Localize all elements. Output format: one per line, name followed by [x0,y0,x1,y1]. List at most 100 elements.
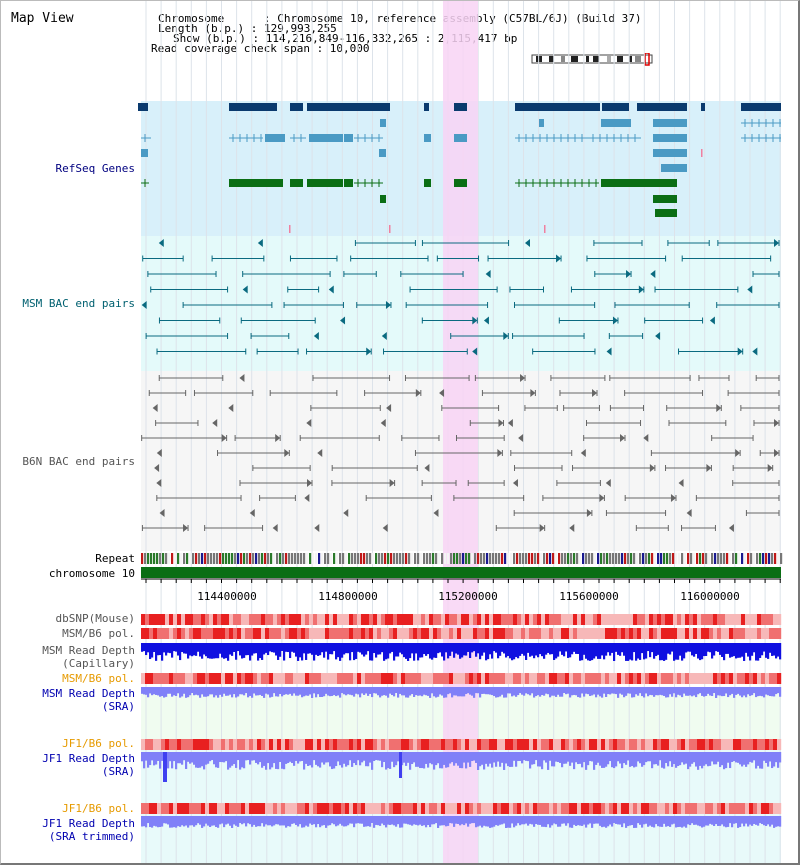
depth-bar [217,643,220,659]
jf1-depth-sra-bars[interactable] [141,752,782,782]
depth-bar [171,687,174,697]
repeat-block [735,553,738,564]
depth-bar [473,816,476,824]
depth-bar [301,752,304,761]
repeat-block [309,553,312,564]
depth-bar [309,752,312,766]
msm-depth-capillary-label-2: (Capillary) [62,657,135,670]
msm-b6-pol-2-heatmap[interactable] [141,673,782,684]
heatmap-cell [673,614,678,625]
depth-bar [453,687,456,696]
depth-bar [737,752,740,763]
depth-bar [547,752,550,770]
depth-bar [161,752,164,761]
heatmap-cell [321,628,326,639]
depth-bar [457,816,460,824]
heatmap-cell [417,803,422,814]
heatmap-cell [141,614,146,625]
heatmap-cell [413,673,418,684]
b6n-bac-end-pairs-track[interactable] [141,374,780,532]
depth-bar [199,752,202,768]
repeat-block [384,553,387,564]
heatmap-cell [341,739,346,750]
heatmap-cell [589,628,594,639]
heatmap-cell [677,803,682,814]
heatmap-cell [749,628,754,639]
repeat-block [594,553,597,564]
chromosome-bar[interactable] [141,567,781,578]
heatmap-cell [249,803,254,814]
heatmap-cell [265,628,270,639]
heatmap-cell [145,614,150,625]
heatmap-cell [657,614,662,625]
heatmap-cell [613,614,618,625]
heatmap-cell [281,673,286,684]
depth-bar [725,752,728,769]
bac-arrow [556,254,562,263]
msm-bac-end-pairs-track[interactable] [141,239,780,356]
depth-bar [179,687,182,698]
jf1-depth-trimmed-label-1: JF1 Read Depth [42,817,135,830]
depth-bar [387,687,390,698]
heatmap-cell [681,739,686,750]
depth-bar [435,752,438,766]
depth-bar [653,752,656,765]
msm-depth-sra-bars[interactable] [141,687,782,698]
depth-bar [737,643,740,658]
heatmap-cell [729,614,734,625]
depth-bar [551,687,554,696]
depth-bar [233,752,236,765]
repeat-block [558,553,561,564]
msm-depth-capillary-bars[interactable] [141,643,782,661]
repeat-block [453,553,456,564]
depth-bar [499,752,502,767]
depth-bar [695,752,698,767]
refseq-genes-track[interactable] [138,103,781,233]
depth-bar [761,816,764,825]
heatmap-cell [141,739,146,750]
jf1-depth-trimmed-bars[interactable] [141,816,782,828]
depth-bar [167,643,170,653]
bac-arrow [239,374,245,382]
heatmap-cell [221,628,226,639]
msm-b6-pol-heatmap[interactable] [141,628,782,639]
heatmap-cell [549,673,554,684]
repeat-block [540,553,543,564]
depth-bar [505,687,508,698]
heatmap-cell [481,673,486,684]
heatmap-cell [313,673,318,684]
heatmap-cell [285,673,290,684]
heatmap-cell [569,628,574,639]
depth-bar [717,752,720,762]
heatmap-cell [733,614,738,625]
depth-bar [601,687,604,698]
repeat-track[interactable] [141,553,783,564]
jf1-b6-pol-heatmap[interactable] [141,739,782,750]
depth-bar [757,752,760,766]
depth-bar [425,816,428,828]
depth-bar [575,643,578,654]
heatmap-cell [761,614,766,625]
jf1-b6-pol-2-heatmap[interactable] [141,803,782,814]
depth-bar [751,687,754,696]
heatmap-cell [729,673,734,684]
bac-arrow [728,524,734,532]
heatmap-cell [685,739,690,750]
depth-bar [467,643,470,652]
heatmap-cell [333,673,338,684]
heatmap-cell [377,739,382,750]
depth-bar [437,816,440,828]
repeat-block [642,553,645,564]
depth-bar [653,816,656,828]
heatmap-cell [165,739,170,750]
heatmap-cell [465,803,470,814]
depth-bar [559,687,562,697]
chromosome-ideogram[interactable] [531,53,661,67]
dbsnp-heatmap[interactable] [141,614,782,625]
depth-bar [531,752,534,765]
heatmap-cell [769,628,774,639]
heatmap-cell [637,803,642,814]
heatmap-cell [449,628,454,639]
depth-bar [559,643,562,652]
